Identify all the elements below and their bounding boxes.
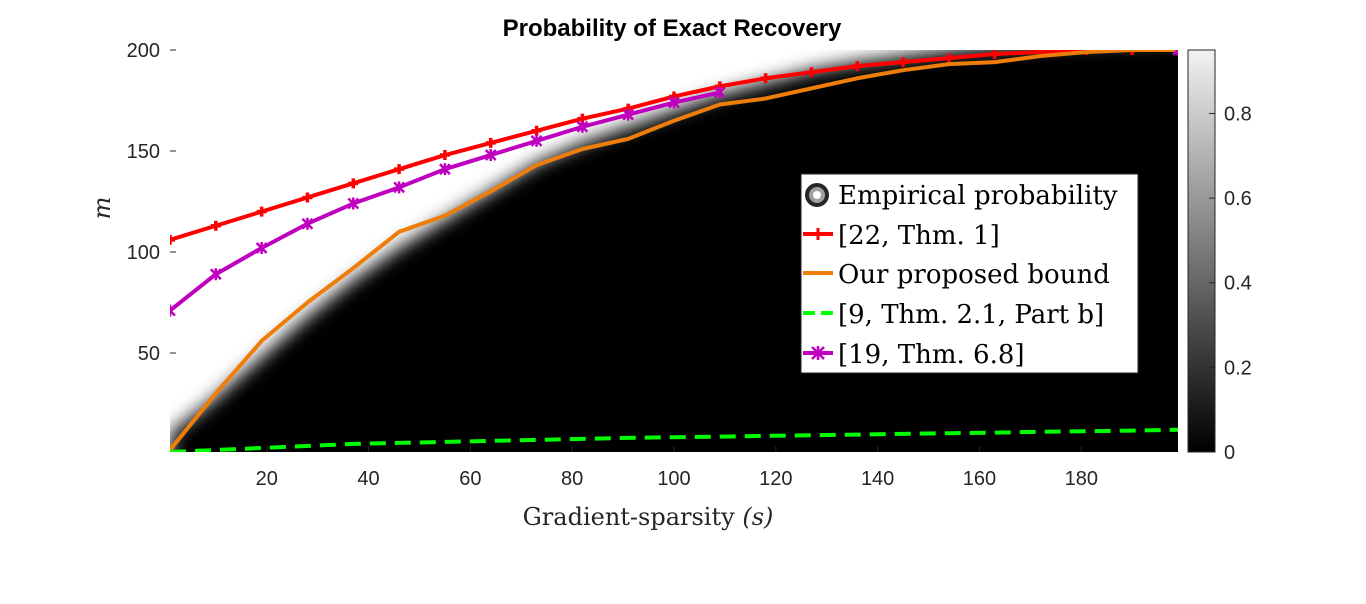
- legend-label-19: [19, Thm. 6.8]: [838, 340, 1025, 370]
- data-point: [170, 234, 175, 245]
- x-tick-label: 20: [256, 468, 278, 490]
- data-point: [255, 241, 268, 254]
- colorbar-tick-label: 0.8: [1224, 103, 1252, 125]
- legend-marker-19: [811, 346, 825, 360]
- data-point: [439, 150, 450, 161]
- series-1: [170, 50, 1178, 452]
- legend-box: [800, 173, 1139, 374]
- legend-entry-proposed: Our proposed bound: [803, 260, 1110, 290]
- series-line-1: [170, 50, 1178, 452]
- y-tick-label: 100: [127, 242, 160, 264]
- x-tick-label: 140: [861, 468, 894, 490]
- legend-entry-empirical: Empirical probability: [805, 181, 1118, 211]
- y-tick-label: 200: [127, 40, 160, 62]
- y-axis-label: m: [88, 197, 116, 220]
- colorbar-tick-label: 0: [1224, 442, 1235, 464]
- data-point: [852, 61, 863, 72]
- data-point: [347, 197, 360, 210]
- colorbar-tick-label: 0.2: [1224, 357, 1252, 379]
- legend-marker-22: [812, 228, 824, 240]
- data-point: [1172, 50, 1178, 56]
- series-4: [1172, 50, 1178, 56]
- data-point: [531, 125, 542, 136]
- x-tick-label: 100: [657, 468, 690, 490]
- data-point: [394, 164, 405, 175]
- data-point: [989, 50, 1000, 60]
- data-point: [713, 86, 726, 99]
- x-axis: 20 40 60 80 100 120 140 160 180: [256, 446, 1098, 490]
- data-point: [209, 268, 222, 281]
- chart-title: Probability of Exact Recovery: [503, 15, 842, 42]
- y-tick-label: 50: [138, 343, 160, 365]
- data-point: [393, 181, 405, 194]
- data-point: [256, 206, 267, 217]
- x-tick-label: 80: [561, 468, 583, 490]
- y-axis: 50 100 150 200: [127, 40, 176, 365]
- series-line-2: [170, 427, 1178, 452]
- data-point: [530, 134, 543, 147]
- data-point: [806, 67, 817, 78]
- x-axis-label: Gradient-sparsity (s): [523, 503, 774, 531]
- data-point: [576, 120, 589, 133]
- legend-label-9: [9, Thm. 2.1, Part b]: [838, 300, 1104, 330]
- y-tick-label: 150: [127, 141, 160, 163]
- colorbar-axis: 0 0.2 0.4 0.6 0.8: [1209, 103, 1252, 464]
- data-point: [898, 57, 909, 68]
- x-tick-label: 60: [459, 468, 481, 490]
- data-point: [301, 217, 314, 230]
- data-point: [1127, 50, 1138, 55]
- data-point: [439, 163, 451, 176]
- legend-heatmap-swatch-center: [813, 191, 821, 199]
- legend-entry-9: [9, Thm. 2.1, Part b]: [803, 300, 1104, 330]
- x-tick-label: 120: [759, 468, 792, 490]
- legend-entry-22: [22, Thm. 1]: [803, 221, 1000, 251]
- colorbar-tick-label: 0.4: [1224, 273, 1252, 295]
- legend-label-proposed: Our proposed bound: [838, 260, 1110, 290]
- legend: Empirical probability [22, Thm. 1] Our p…: [800, 173, 1139, 374]
- series-2: [170, 427, 1178, 452]
- data-point: [210, 220, 221, 231]
- colorbar-tick-label: 0.6: [1224, 188, 1252, 210]
- legend-label-empirical: Empirical probability: [838, 181, 1118, 211]
- x-tick-label: 180: [1065, 468, 1098, 490]
- legend-label-22: [22, Thm. 1]: [838, 221, 1000, 251]
- data-point: [348, 178, 359, 189]
- series-3: [170, 86, 726, 317]
- data-point: [484, 149, 497, 162]
- data-point: [622, 108, 635, 121]
- data-point: [485, 137, 496, 148]
- x-tick-label: 160: [963, 468, 996, 490]
- legend-entry-19: [19, Thm. 6.8]: [803, 340, 1025, 370]
- x-tick-label: 40: [357, 468, 379, 490]
- data-point: [170, 304, 176, 317]
- colorbar: [1187, 49, 1216, 453]
- data-point: [943, 53, 954, 64]
- data-point: [760, 73, 771, 84]
- data-point: [668, 96, 680, 109]
- data-point: [302, 192, 313, 203]
